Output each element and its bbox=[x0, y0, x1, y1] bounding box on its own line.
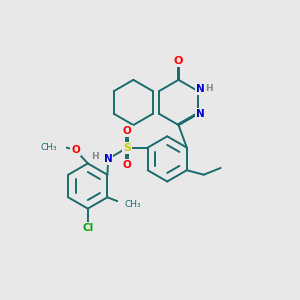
Text: O: O bbox=[123, 160, 132, 170]
Text: O: O bbox=[174, 56, 183, 66]
Text: CH₃: CH₃ bbox=[40, 143, 57, 152]
Text: O: O bbox=[71, 145, 80, 155]
Text: N: N bbox=[196, 109, 205, 119]
Text: S: S bbox=[123, 142, 131, 153]
Text: Cl: Cl bbox=[82, 223, 93, 233]
Text: H: H bbox=[205, 84, 213, 93]
Text: O: O bbox=[123, 126, 132, 136]
Text: CH₃: CH₃ bbox=[124, 200, 141, 208]
Text: H: H bbox=[91, 152, 99, 161]
Text: N: N bbox=[196, 84, 205, 94]
Text: N: N bbox=[104, 154, 112, 164]
